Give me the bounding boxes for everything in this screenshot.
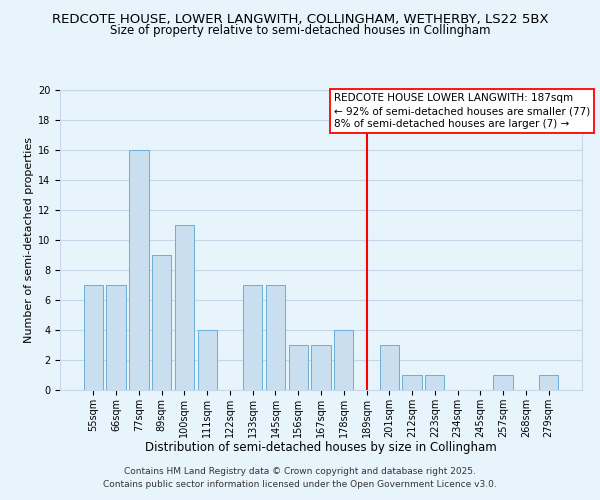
Text: REDCOTE HOUSE, LOWER LANGWITH, COLLINGHAM, WETHERBY, LS22 5BX: REDCOTE HOUSE, LOWER LANGWITH, COLLINGHA… (52, 12, 548, 26)
Bar (197, 330, 217, 390)
Text: Contains public sector information licensed under the Open Government Licence v3: Contains public sector information licen… (103, 480, 497, 489)
Text: Size of property relative to semi-detached houses in Collingham: Size of property relative to semi-detach… (110, 24, 490, 37)
Bar (311, 345, 331, 390)
Text: REDCOTE HOUSE LOWER LANGWITH: 187sqm
← 92% of semi-detached houses are smaller (: REDCOTE HOUSE LOWER LANGWITH: 187sqm ← 9… (334, 93, 590, 130)
Bar (425, 375, 445, 390)
Bar (129, 150, 149, 390)
Bar (84, 285, 103, 390)
Y-axis label: Number of semi-detached properties: Number of semi-detached properties (24, 137, 34, 343)
Bar (380, 345, 399, 390)
Bar (266, 285, 285, 390)
Bar (243, 285, 262, 390)
Text: Contains HM Land Registry data © Crown copyright and database right 2025.: Contains HM Land Registry data © Crown c… (124, 467, 476, 476)
Bar (152, 255, 172, 390)
Bar (289, 345, 308, 390)
Bar (493, 375, 513, 390)
Bar (106, 285, 126, 390)
Bar (539, 375, 558, 390)
Bar (403, 375, 422, 390)
Bar (334, 330, 353, 390)
Bar (175, 225, 194, 390)
X-axis label: Distribution of semi-detached houses by size in Collingham: Distribution of semi-detached houses by … (145, 442, 497, 454)
